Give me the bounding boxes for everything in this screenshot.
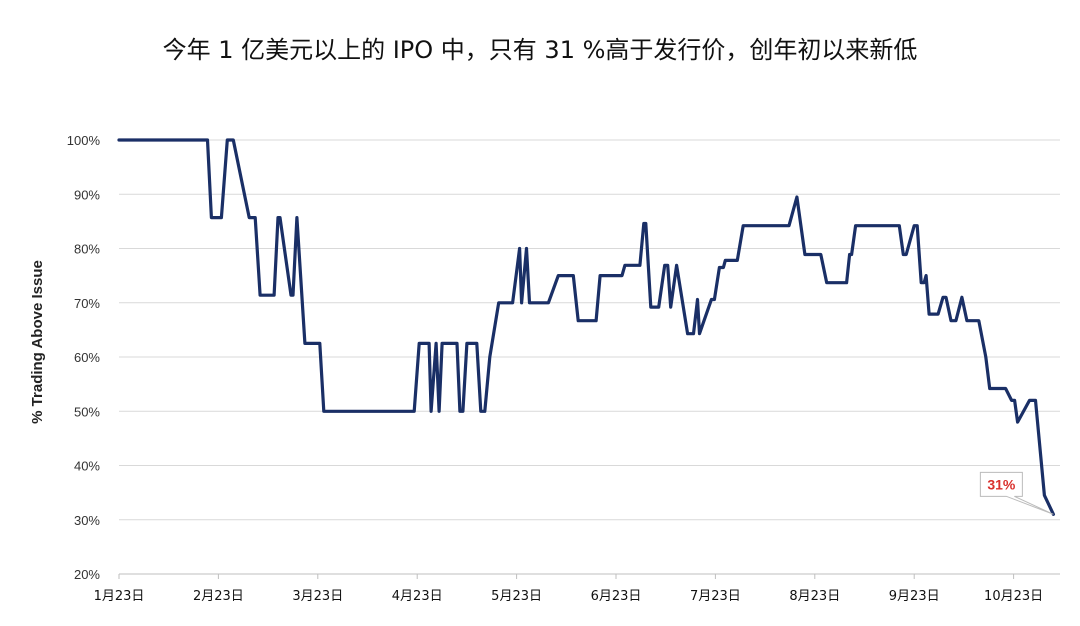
chart-title: 今年 1 亿美元以上的 IPO 中，只有 31 %高于发行价，创年初以来新低: [162, 36, 918, 64]
gridlines: [119, 139, 1060, 521]
y-tick-label: 70%: [74, 296, 100, 311]
y-tick-label: 50%: [74, 404, 100, 419]
x-tick-label: 2月23日: [193, 589, 244, 604]
x-tick-label: 4月23日: [392, 589, 443, 604]
y-tick-label: 40%: [74, 459, 100, 474]
y-tick-label: 90%: [74, 187, 100, 202]
y-tick-label: 30%: [74, 513, 100, 528]
y-axis-tick-labels: 20% 30% 40% 50% 60% 70% 80% 90% 100%: [67, 133, 101, 582]
x-axis-tick-labels: 1月23日 2月23日 3月23日 4月23日 5月23日 6月23日 7月23日 8月23日…: [94, 589, 1044, 604]
series-line: [117, 138, 1056, 516]
x-tick-label: 7月23日: [690, 589, 741, 604]
annotation-label: 31%: [987, 476, 1016, 492]
y-tick-label: 20%: [74, 567, 100, 582]
annotation-callout: 31%: [979, 471, 1054, 515]
annotation-box: [979, 471, 1054, 515]
x-tick-label: 6月23日: [591, 589, 642, 604]
x-tick-label: 5月23日: [491, 589, 542, 604]
y-tick-label: 100%: [67, 133, 101, 148]
x-tick-label: 1月23日: [94, 589, 145, 604]
y-tick-label: 80%: [74, 242, 100, 257]
y-tick-label: 60%: [74, 350, 100, 365]
x-tick-label: 9月23日: [889, 589, 940, 604]
y-axis-label: % Trading Above Issue: [29, 260, 46, 424]
x-tick-label: 10月23日: [984, 589, 1043, 604]
x-axis: [118, 573, 1060, 579]
x-tick-label: 8月23日: [789, 589, 840, 604]
x-tick-label: 3月23日: [292, 589, 343, 604]
